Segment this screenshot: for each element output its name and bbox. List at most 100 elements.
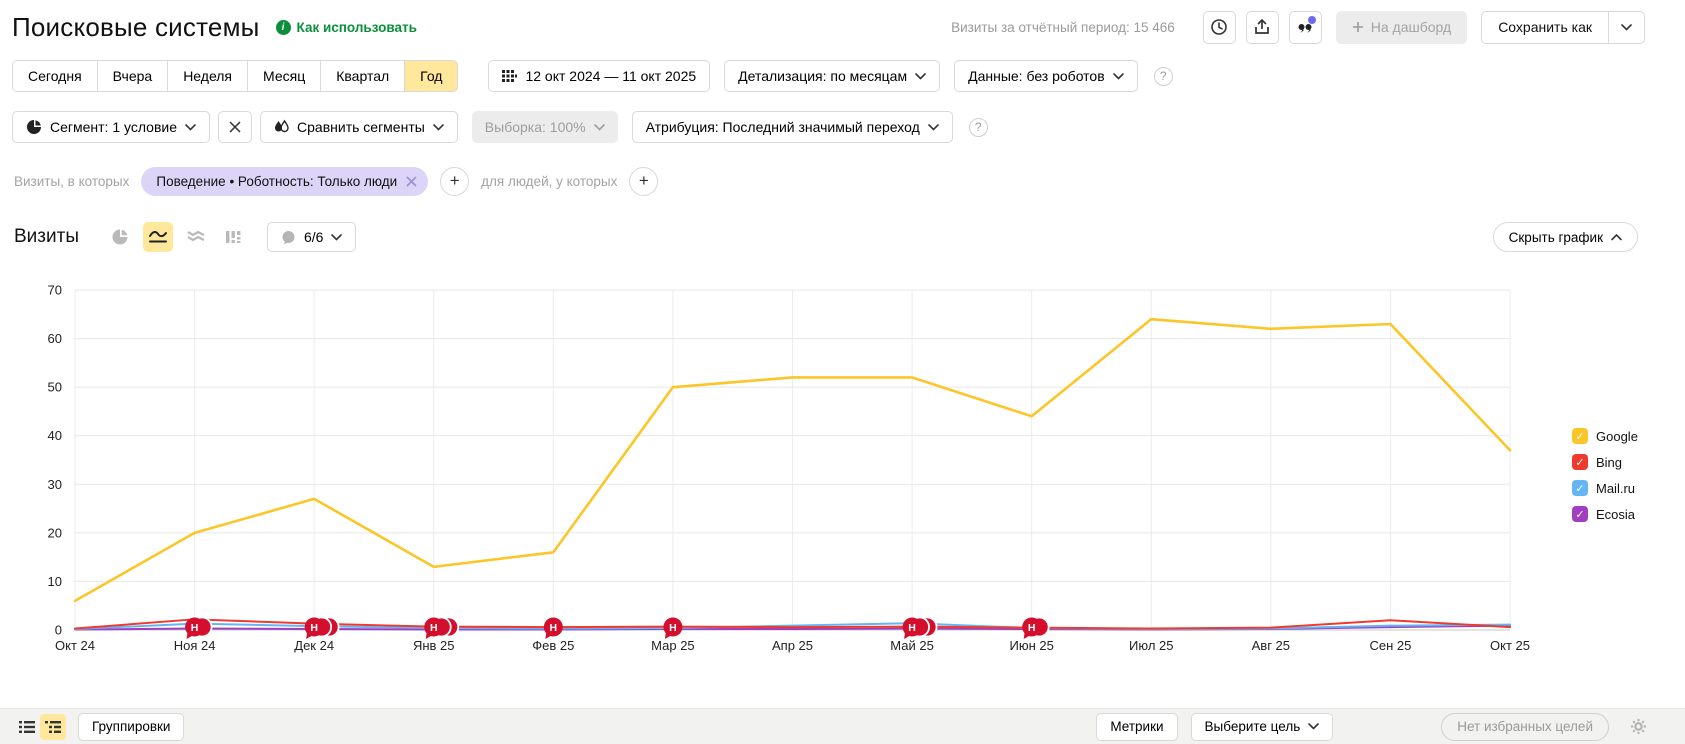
favorite-goals-status[interactable]: Нет избранных целей bbox=[1441, 712, 1609, 741]
choose-goal-dropdown[interactable]: Выберите цель bbox=[1190, 712, 1334, 741]
attribution-label: Атрибуция: Последний значимый переход bbox=[645, 119, 920, 135]
list-icon bbox=[19, 720, 35, 733]
tree-view-button[interactable] bbox=[40, 713, 66, 740]
segment-label: Сегмент: 1 условие bbox=[50, 119, 178, 135]
hide-chart-button[interactable]: Скрыть график bbox=[1492, 222, 1638, 252]
legend-checkbox[interactable]: ✓ bbox=[1572, 428, 1588, 444]
x-tick-label: Окт 25 bbox=[1490, 638, 1530, 653]
x-tick-label: Июн 25 bbox=[1009, 638, 1053, 653]
x-tick-label: Окт 24 bbox=[55, 638, 95, 653]
attribution-dropdown[interactable]: Атрибуция: Последний значимый переход bbox=[631, 111, 953, 143]
x-tick-label: Июл 25 bbox=[1129, 638, 1173, 653]
annotation-marker[interactable] bbox=[663, 617, 683, 637]
legend-checkbox[interactable]: ✓ bbox=[1572, 506, 1588, 522]
annotation-marker[interactable] bbox=[902, 617, 922, 637]
metrics-button[interactable]: Метрики bbox=[1096, 712, 1178, 741]
compare-segments-dropdown[interactable]: Сравнить сегменты bbox=[260, 111, 458, 143]
flat-list-view-button[interactable] bbox=[14, 714, 40, 740]
annotation-marker[interactable] bbox=[543, 617, 563, 637]
visits-line-chart[interactable]: 0 10 20 30 40 50 60 70 Окт 24 Ноя 24 Дек 24 Янв 25 Ф… bbox=[0, 278, 1685, 670]
line-chart-type-button[interactable] bbox=[142, 222, 173, 252]
preset-Неделя[interactable]: Неделя bbox=[168, 61, 249, 91]
calendar-grid-icon bbox=[502, 69, 518, 82]
y-tick-label: 50 bbox=[48, 380, 62, 395]
metrics-label: Метрики bbox=[1110, 719, 1164, 734]
visits-in-which-label: Визиты, в которых bbox=[14, 173, 130, 189]
compare-segments-label: Сравнить сегменты bbox=[297, 119, 425, 135]
segment-toolbar: Сегмент: 1 условие Сравнить сегменты Выб… bbox=[0, 111, 1685, 143]
add-visit-condition-button[interactable]: + bbox=[440, 166, 470, 196]
detail-label: Детализация: по месяцам bbox=[738, 68, 908, 84]
groupings-label: Группировки bbox=[92, 719, 171, 734]
bar-chart-icon bbox=[225, 231, 241, 243]
sampling-dropdown[interactable]: Выборка: 100% bbox=[471, 111, 618, 143]
settings-button[interactable] bbox=[1625, 714, 1651, 740]
annotation-marker[interactable] bbox=[185, 617, 205, 637]
preset-Месяц[interactable]: Месяц bbox=[248, 61, 322, 91]
save-as-dropdown-button[interactable] bbox=[1608, 11, 1644, 43]
choose-goal-label: Выберите цель bbox=[1204, 719, 1301, 734]
x-tick-label: Янв 25 bbox=[413, 638, 455, 653]
series-line-Google[interactable] bbox=[73, 317, 1512, 603]
legend-label: Bing bbox=[1596, 454, 1623, 470]
annotation-letter: Н bbox=[1028, 622, 1036, 634]
legend-item-Bing[interactable]: ✓ Bing bbox=[1572, 454, 1638, 470]
annotation-marker[interactable] bbox=[1022, 617, 1042, 637]
legend-item-Ecosia[interactable]: ✓ Ecosia bbox=[1572, 506, 1638, 522]
remove-chip-icon[interactable] bbox=[406, 175, 417, 187]
chart-header: Визиты 6/6 Скрыть график bbox=[0, 221, 1685, 253]
preset-Квартал[interactable]: Квартал bbox=[321, 61, 406, 91]
annotation-marker[interactable] bbox=[304, 617, 324, 637]
favorite-goals-label: Нет избранных целей bbox=[1457, 719, 1593, 734]
help-icon[interactable]: ? bbox=[1153, 66, 1173, 86]
chevron-down-icon bbox=[432, 123, 444, 131]
annotation-letter: Н bbox=[669, 622, 677, 634]
legend-checkbox[interactable]: ✓ bbox=[1572, 454, 1588, 470]
annotation-letter: Н bbox=[430, 622, 438, 634]
chevron-up-icon bbox=[1611, 233, 1622, 240]
data-robots-dropdown[interactable]: Данные: без роботов bbox=[954, 60, 1138, 92]
robots-filter-label: Поведение • Роботность: Только люди bbox=[156, 173, 398, 189]
stacked-area-type-button[interactable] bbox=[181, 222, 211, 252]
how-to-use-link[interactable]: i Как использовать bbox=[275, 19, 417, 35]
droplets-icon bbox=[275, 119, 289, 133]
x-tick-label: Май 25 bbox=[890, 638, 934, 653]
preset-Вчера[interactable]: Вчера bbox=[97, 61, 169, 91]
groupings-button[interactable]: Группировки bbox=[78, 712, 185, 741]
preset-Год[interactable]: Год bbox=[405, 61, 458, 91]
legend-label: Ecosia bbox=[1596, 506, 1636, 522]
x-tick-label: Авг 25 bbox=[1252, 638, 1290, 653]
preset-Сегодня[interactable]: Сегодня bbox=[13, 61, 98, 91]
bar-chart-type-button[interactable] bbox=[219, 222, 249, 252]
legend-item-Mail.ru[interactable]: ✓ Mail.ru bbox=[1572, 480, 1638, 496]
save-as-button[interactable]: Сохранить как bbox=[1498, 19, 1592, 35]
annotation-marker[interactable] bbox=[424, 617, 444, 637]
chevron-down-icon bbox=[1308, 723, 1320, 730]
help-icon[interactable]: ? bbox=[968, 117, 988, 137]
segment-pie-icon bbox=[27, 120, 41, 134]
x-tick-label: Дек 24 bbox=[294, 638, 334, 653]
bubble-icon bbox=[282, 230, 295, 244]
detail-dropdown[interactable]: Детализация: по месяцам bbox=[724, 60, 941, 92]
add-to-dashboard-button[interactable]: На дашборд bbox=[1335, 10, 1468, 44]
plus-icon bbox=[1352, 22, 1363, 32]
x-tick-label: Фев 25 bbox=[532, 638, 574, 653]
legend-item-Google[interactable]: ✓ Google bbox=[1572, 428, 1638, 444]
pie-chart-type-button[interactable] bbox=[105, 222, 135, 252]
export-button[interactable] bbox=[1245, 10, 1279, 44]
line-chart-icon bbox=[148, 230, 167, 243]
comments-button[interactable] bbox=[1288, 10, 1322, 44]
y-tick-label: 70 bbox=[48, 283, 62, 298]
segment-dropdown[interactable]: Сегмент: 1 условие bbox=[12, 111, 211, 143]
legend-checkbox[interactable]: ✓ bbox=[1572, 480, 1588, 496]
header-bar: Поисковые системы i Как использовать Виз… bbox=[0, 8, 1685, 46]
annotation-letter: Н bbox=[550, 622, 558, 634]
metric-title: Визиты bbox=[14, 226, 79, 247]
lines-count-dropdown[interactable]: 6/6 bbox=[266, 222, 357, 252]
date-range-button[interactable]: 12 окт 2024 — 11 окт 2025 bbox=[488, 60, 711, 92]
chevron-down-icon bbox=[927, 123, 939, 131]
history-button[interactable] bbox=[1202, 10, 1236, 44]
clear-segment-button[interactable] bbox=[218, 111, 253, 143]
robots-filter-chip[interactable]: Поведение • Роботность: Только люди bbox=[141, 166, 429, 196]
add-people-condition-button[interactable]: + bbox=[629, 166, 659, 196]
